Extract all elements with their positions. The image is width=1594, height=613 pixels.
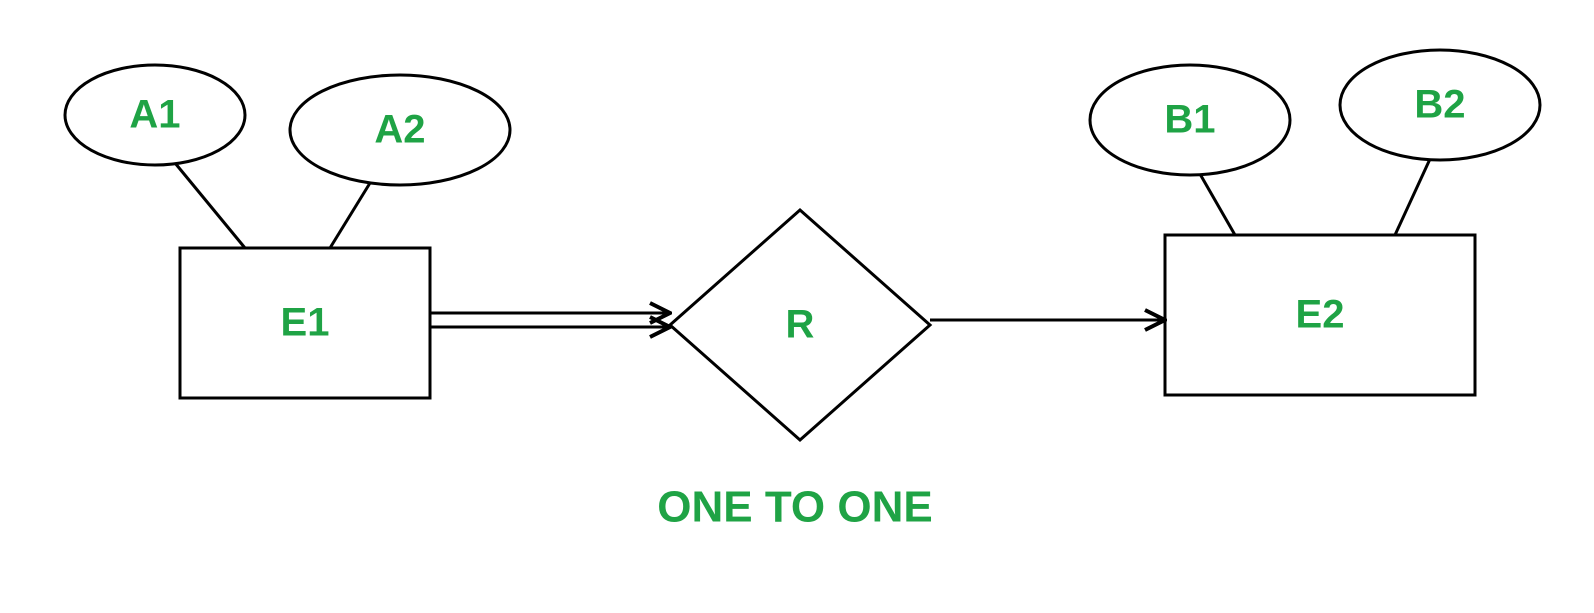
attribute-b1-label: B1 xyxy=(1164,98,1215,142)
attribute-b1: B1 xyxy=(1090,65,1290,235)
attribute-b2-connector xyxy=(1395,159,1430,235)
entity-e2-label: E2 xyxy=(1296,293,1345,337)
relationship-r: R xyxy=(670,210,930,440)
diagram-caption: ONE TO ONE xyxy=(657,483,932,532)
attribute-b2-label: B2 xyxy=(1414,83,1465,127)
entity-e1: E1 xyxy=(180,248,430,398)
attribute-a2: A2 xyxy=(290,75,510,248)
entity-e1-label: E1 xyxy=(281,301,330,345)
attribute-a1: A1 xyxy=(65,65,245,248)
attribute-a1-connector xyxy=(175,163,245,248)
attribute-a2-label: A2 xyxy=(374,108,425,152)
edge-left xyxy=(430,313,670,327)
er-diagram: E1 E2 R A1 A2 B1 B2 ONE TO ONE xyxy=(0,0,1594,613)
attribute-a2-connector xyxy=(330,183,370,248)
attribute-a1-label: A1 xyxy=(129,93,180,137)
relationship-r-label: R xyxy=(786,303,815,347)
entity-e2: E2 xyxy=(1165,235,1475,395)
attribute-b2: B2 xyxy=(1340,50,1540,235)
attribute-b1-connector xyxy=(1200,174,1235,235)
